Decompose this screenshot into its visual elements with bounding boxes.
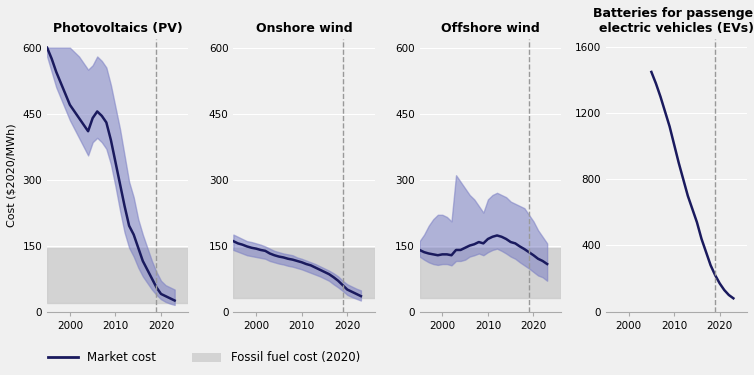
Title: Batteries for passenger
electric vehicles (EVs): Batteries for passenger electric vehicle… <box>593 7 754 35</box>
Title: Photovoltaics (PV): Photovoltaics (PV) <box>53 22 182 35</box>
Legend: Market cost, Fossil fuel cost (2020): Market cost, Fossil fuel cost (2020) <box>44 346 365 369</box>
Title: Onshore wind: Onshore wind <box>256 22 352 35</box>
Y-axis label: Cost ($2020/MWh): Cost ($2020/MWh) <box>7 123 17 227</box>
Bar <box>233 248 375 298</box>
Bar <box>47 248 188 303</box>
Bar <box>419 248 561 298</box>
Title: Offshore wind: Offshore wind <box>441 22 540 35</box>
